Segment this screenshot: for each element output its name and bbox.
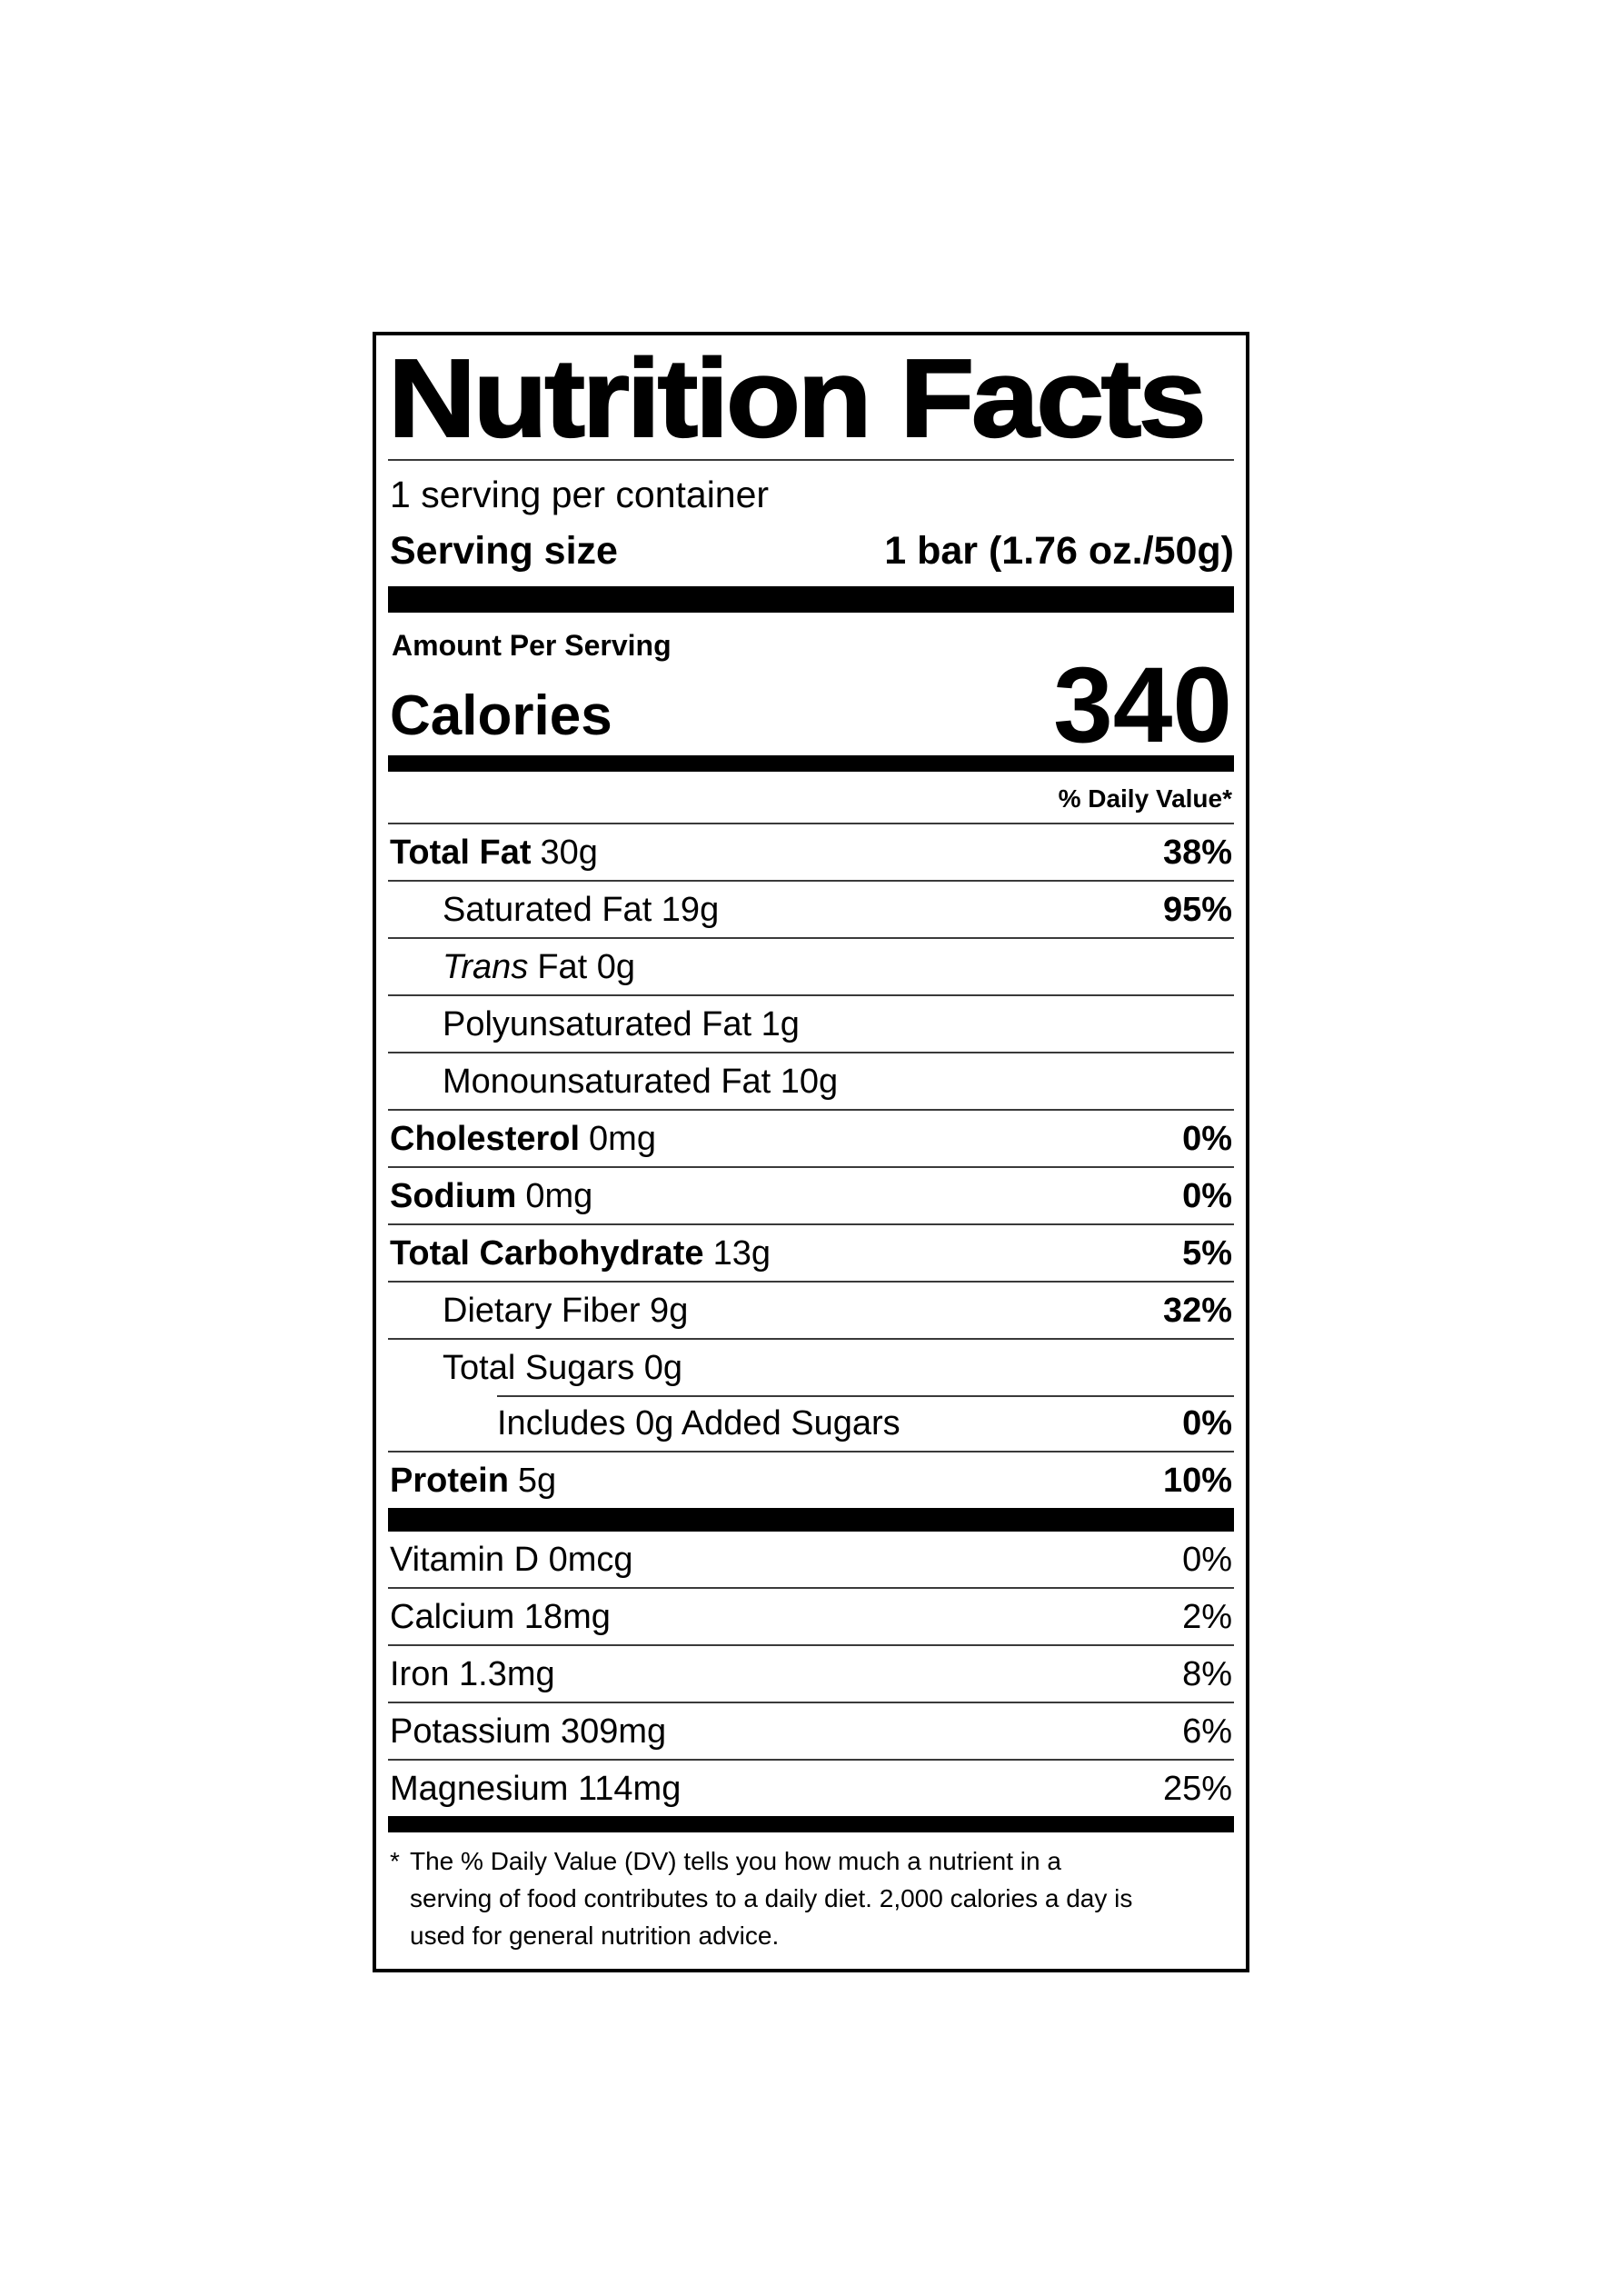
daily-value: 2% <box>1182 1598 1232 1637</box>
daily-value: 8% <box>1182 1655 1232 1694</box>
daily-value: 32% <box>1162 1292 1232 1331</box>
nutrient-name: Cholesterol <box>390 1120 581 1159</box>
nutrient-row-sodium: Sodium 0mg 0% <box>388 1166 1234 1223</box>
nutrient-name: Fat 0g <box>537 948 636 987</box>
nutrient-text: Dietary Fiber 9g <box>443 1293 688 1330</box>
daily-value: 0% <box>1182 1177 1232 1216</box>
nutrition-facts-label: Nutrition Facts 1 serving per container … <box>373 332 1249 1973</box>
nutrient-row-trans-fat: Trans Fat 0g <box>388 937 1234 994</box>
nutrient-text: Saturated Fat 19g <box>443 892 719 929</box>
nutrient-text: Iron 1.3mg <box>390 1656 555 1693</box>
nutrient-row-protein: Protein 5g 10% <box>388 1451 1234 1508</box>
footnote-divider-bar <box>388 1816 1234 1833</box>
nutrient-name: Total Fat <box>390 834 532 873</box>
nutrient-text: Magnesium 114mg <box>390 1771 681 1808</box>
nutrient-name: Saturated Fat 19g <box>443 891 720 930</box>
micronutrient-row-potassium: Potassium 309mg 6% <box>388 1702 1234 1759</box>
nutrient-text: Trans Fat 0g <box>443 949 635 986</box>
amount-per-serving: Amount Per Serving <box>392 629 672 662</box>
daily-value: 5% <box>1182 1234 1232 1273</box>
nutrient-name: Vitamin D 0mcg <box>390 1541 633 1580</box>
daily-value: 25% <box>1162 1770 1232 1809</box>
footnote-text: The % Daily Value (DV) tells you how muc… <box>410 1847 1133 1950</box>
serving-size-value: 1 bar (1.76 oz./50g) <box>884 529 1234 573</box>
nutrient-row-total-carbohydrate: Total Carbohydrate 13g 5% <box>388 1223 1234 1281</box>
nutrient-amount: 13g <box>712 1234 771 1273</box>
calories-value: 340 <box>1053 645 1232 765</box>
micronutrient-row-vitamin-d: Vitamin D 0mcg 0% <box>388 1532 1234 1587</box>
micronutrient-row-calcium: Calcium 18mg 2% <box>388 1587 1234 1644</box>
nutrient-name: Magnesium 114mg <box>390 1770 682 1809</box>
nutrient-amount: 0mg <box>525 1177 593 1216</box>
nutrient-text: Sodium 0mg <box>390 1178 592 1215</box>
nutrient-text: Total Fat 30g <box>390 834 598 872</box>
nutrient-text: Monounsaturated Fat 10g <box>443 1063 838 1101</box>
nutrient-amount: 0mg <box>589 1120 656 1159</box>
nutrient-name: Potassium 309mg <box>390 1712 667 1752</box>
nutrient-text: Includes 0g Added Sugars <box>497 1405 901 1442</box>
daily-value: 0% <box>1182 1541 1232 1580</box>
nutrient-name: Includes 0g Added Sugars <box>497 1404 901 1443</box>
nutrient-amount: 5g <box>517 1462 557 1501</box>
daily-value: 10% <box>1162 1462 1232 1501</box>
label-title: Nutrition Facts <box>387 335 1234 460</box>
daily-value: 95% <box>1162 891 1232 930</box>
nutrient-text: Vitamin D 0mcg <box>390 1542 633 1579</box>
nutrient-text: Protein 5g <box>390 1462 556 1500</box>
nutrient-amount: 30g <box>540 834 598 873</box>
nutrient-row-cholesterol: Cholesterol 0mg 0% <box>388 1109 1234 1166</box>
nutrient-name: Iron 1.3mg <box>390 1655 555 1694</box>
nutrient-row-total-fat: Total Fat 30g 38% <box>388 824 1234 880</box>
micronutrient-row-iron: Iron 1.3mg 8% <box>388 1644 1234 1702</box>
nutrient-text: Potassium 309mg <box>390 1713 666 1751</box>
nutrient-name: Polyunsaturated Fat 1g <box>443 1005 800 1044</box>
nutrient-text: Calcium 18mg <box>390 1599 611 1636</box>
title-divider <box>388 459 1234 461</box>
nutrient-row-polyunsaturated-fat: Polyunsaturated Fat 1g <box>388 994 1234 1052</box>
nutrient-name: Monounsaturated Fat 10g <box>443 1063 839 1102</box>
thick-divider-bar <box>388 586 1234 613</box>
calories-label: Calories <box>390 684 612 748</box>
nutrient-row-dietary-fiber: Dietary Fiber 9g 32% <box>388 1281 1234 1338</box>
nutrient-name: Protein <box>390 1462 509 1501</box>
nutrient-text: Total Carbohydrate 13g <box>390 1235 771 1273</box>
footnote-asterisk: * <box>390 1847 400 1876</box>
serving-size-row: Serving size 1 bar (1.76 oz./50g) <box>388 520 1234 586</box>
nutrient-name: Dietary Fiber 9g <box>443 1292 689 1331</box>
nutrient-name: Total Sugars 0g <box>443 1349 683 1388</box>
medium-divider-bar <box>388 755 1234 773</box>
daily-value: 0% <box>1182 1120 1232 1159</box>
servings-per-container: 1 serving per container <box>390 474 770 515</box>
nutrient-text: Polyunsaturated Fat 1g <box>443 1006 800 1043</box>
daily-value: 6% <box>1182 1712 1232 1752</box>
nutrient-text: Cholesterol 0mg <box>390 1121 656 1158</box>
nutrient-row-added-sugars: Includes 0g Added Sugars 0% <box>388 1395 1234 1451</box>
nutrient-name: Sodium <box>390 1177 517 1216</box>
daily-value: 0% <box>1182 1404 1232 1443</box>
micronutrient-row-magnesium: Magnesium 114mg 25% <box>388 1759 1234 1816</box>
nutrient-row-total-sugars: Total Sugars 0g <box>388 1338 1234 1395</box>
nutrient-name-italic: Trans <box>443 948 529 987</box>
label-title-text: Nutrition Facts <box>387 336 1208 460</box>
nutrient-name: Calcium 18mg <box>390 1598 611 1637</box>
daily-value-header: % Daily Value* <box>388 772 1234 825</box>
nutrient-text: Total Sugars 0g <box>443 1350 682 1387</box>
daily-value: 38% <box>1162 834 1232 873</box>
nutrient-row-monounsaturated-fat: Monounsaturated Fat 10g <box>388 1052 1234 1109</box>
footnote: * The % Daily Value (DV) tells you how m… <box>388 1832 1234 1954</box>
serving-size-label: Serving size <box>390 529 618 573</box>
thick-divider-bar <box>388 1508 1234 1532</box>
nutrient-name: Total Carbohydrate <box>390 1234 704 1273</box>
calories-row: Calories 340 <box>388 645 1234 765</box>
nutrient-row-saturated-fat: Saturated Fat 19g 95% <box>388 880 1234 937</box>
